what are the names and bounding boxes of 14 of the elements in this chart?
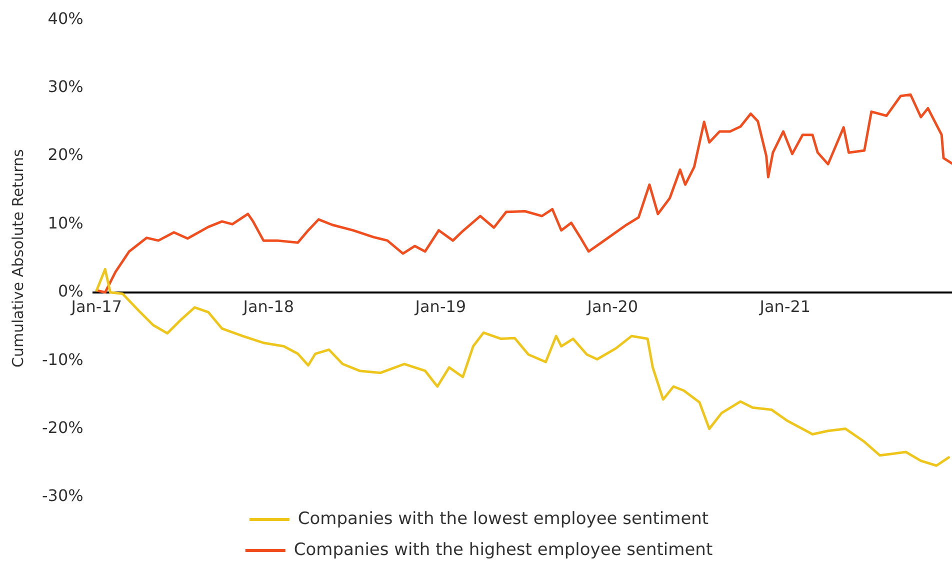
y-tick-label: -20% (42, 418, 84, 437)
y-tick-label: -10% (42, 350, 84, 369)
y-tick-label: 40% (48, 8, 84, 28)
y-tick-label: 10% (48, 213, 84, 232)
y-tick-label: -30% (42, 486, 84, 506)
y-axis-title: Cumulative Absolute Returns (8, 148, 27, 368)
x-tick-label: Jan-21 (758, 297, 811, 316)
x-tick-label: Jan-20 (586, 297, 638, 316)
y-tick-label: 20% (48, 145, 84, 164)
x-tick-label: Jan-19 (414, 297, 466, 316)
x-tick-label: Jan-18 (242, 297, 294, 316)
y-tick-label: 30% (48, 76, 84, 96)
legend-label: Companies with the lowest employee sentiment (298, 508, 709, 529)
legend-label: Companies with the highest employee sentiment (294, 540, 713, 560)
